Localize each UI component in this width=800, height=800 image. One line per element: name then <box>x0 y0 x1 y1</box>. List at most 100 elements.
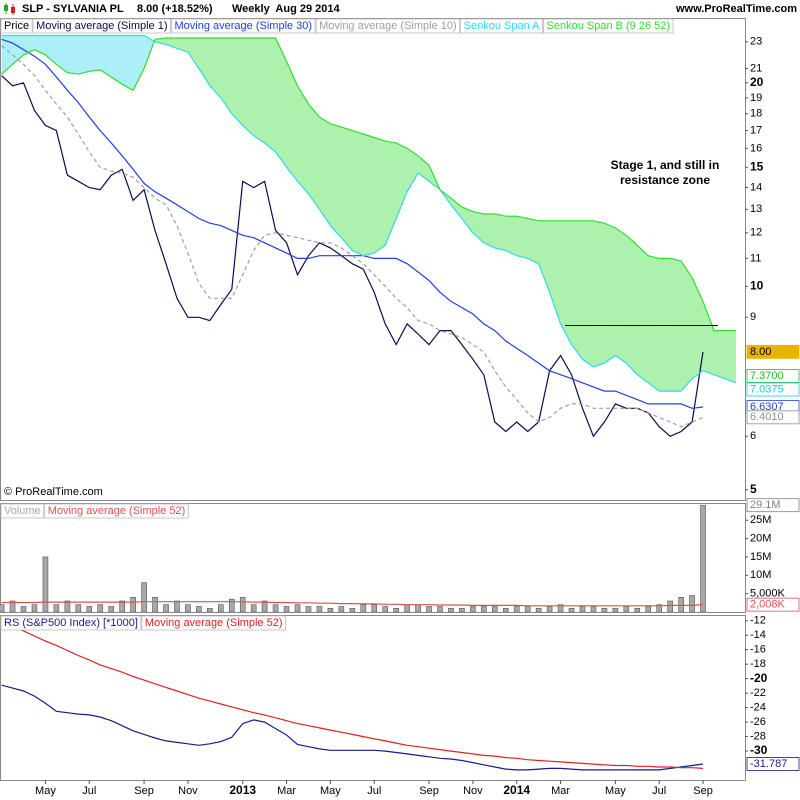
cloud-fill <box>264 38 276 152</box>
bar <box>557 604 564 612</box>
annotation: Stage 1, and still in <box>611 158 720 172</box>
legend-box <box>315 18 461 34</box>
series-line <box>1 38 704 409</box>
bar <box>502 608 509 612</box>
y-tick-label: 20 <box>750 75 764 89</box>
cloud-fill <box>166 38 177 49</box>
y-tick-label: 23 <box>750 36 762 48</box>
series-line <box>1 45 704 428</box>
y-tick-label: -20 <box>750 671 768 685</box>
bar <box>119 600 125 612</box>
bar <box>130 597 136 612</box>
bar <box>415 604 421 612</box>
cloud-fill <box>56 35 68 73</box>
cloud-fill <box>659 258 671 392</box>
cloud-fill <box>253 38 265 143</box>
last-value-label: 29.1M <box>750 499 781 511</box>
bar <box>239 597 246 612</box>
cloud-fill <box>341 127 353 251</box>
last-value-box <box>746 369 800 383</box>
bar <box>689 595 695 612</box>
legend-label: Volume <box>4 505 41 517</box>
bar <box>174 600 180 612</box>
y-tick-label: 10 <box>750 279 764 293</box>
x-tick-label: Jul <box>652 785 666 797</box>
bar <box>42 556 49 612</box>
cloud-fill <box>626 235 638 375</box>
series-line <box>1 34 737 392</box>
x-tick-label: Jul <box>367 785 381 797</box>
last-value-box <box>746 410 800 425</box>
cloud-fill <box>604 223 616 364</box>
last-value-label: 6.4010 <box>750 411 784 423</box>
legend-box <box>0 18 33 34</box>
x-tick-label: May <box>320 785 341 797</box>
bar <box>53 604 60 612</box>
bar <box>338 606 345 612</box>
bar <box>645 606 652 612</box>
x-tick-label: Nov <box>463 785 483 797</box>
bar <box>371 604 378 612</box>
cloud-fill <box>198 38 210 86</box>
legend-box <box>171 18 316 34</box>
y-tick-label: 18 <box>750 108 762 120</box>
last-value-box <box>746 757 800 771</box>
cloud-fill <box>209 38 221 98</box>
cloud-fill <box>242 38 254 136</box>
y-tick-label: -14 <box>750 629 766 641</box>
cloud-fill <box>648 255 660 392</box>
cloud-fill <box>286 61 298 182</box>
cloud-fill <box>593 220 605 367</box>
x-tick-label: Sep <box>693 785 713 797</box>
bar <box>327 608 334 612</box>
series-line <box>1 75 704 438</box>
series-line <box>1 601 704 607</box>
last-value-box <box>746 597 800 612</box>
legend-box <box>0 503 45 519</box>
y-tick-label: 6 <box>750 430 756 442</box>
legend-label: Senkou Span B (9 26 52) <box>547 20 671 32</box>
bar <box>524 606 531 612</box>
x-tick-label: Sep <box>419 785 439 797</box>
cloud-fill <box>407 148 419 192</box>
y-tick-label: 9 <box>750 311 756 323</box>
cloud-fill <box>297 85 309 194</box>
cloud-fill <box>220 38 232 114</box>
y-tick-label: 5 <box>750 482 757 496</box>
cloud-fill <box>34 35 46 55</box>
legend-box <box>32 18 171 34</box>
legend-box <box>0 615 142 631</box>
bar <box>404 604 410 612</box>
bar <box>656 604 663 612</box>
bar <box>491 606 498 612</box>
legend-box <box>460 18 543 34</box>
cloud-fill <box>725 330 736 383</box>
bar <box>634 608 641 612</box>
bar <box>546 606 553 612</box>
cloud-fill <box>78 35 90 75</box>
cloud-fill <box>330 123 342 238</box>
bar <box>152 597 158 612</box>
volume-frame <box>0 503 746 613</box>
bar <box>196 606 202 612</box>
cloud-fill <box>308 104 320 210</box>
x-tick-label: May <box>605 785 626 797</box>
bar <box>31 604 38 612</box>
y-tick-label: 19 <box>750 92 762 104</box>
last-value-label: 7.3700 <box>750 370 784 382</box>
cloud-fill <box>23 35 35 55</box>
bar <box>382 606 389 612</box>
bar <box>623 606 630 612</box>
annotation: resistance zone <box>620 173 710 187</box>
rs-frame <box>0 615 746 781</box>
legend-label: Senkou Span A <box>464 20 541 32</box>
cloud-fill <box>374 137 386 254</box>
y-tick-label: 15M <box>750 551 771 563</box>
legend-label: Moving average (Simple 1) <box>36 20 167 32</box>
cloud-fill <box>187 38 199 69</box>
last-value-box <box>746 498 800 513</box>
y-tick-label: -22 <box>750 687 766 699</box>
bar <box>579 606 586 612</box>
cloud-fill <box>571 220 583 360</box>
